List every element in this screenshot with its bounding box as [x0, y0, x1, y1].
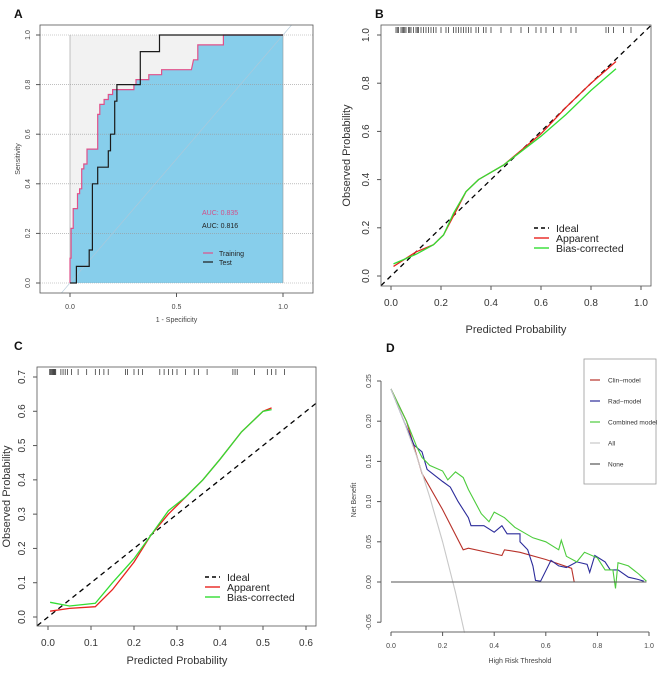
- panel-label: B: [375, 7, 384, 21]
- legend-label: Apparent: [227, 582, 270, 594]
- plot-area: [381, 25, 651, 286]
- series-line-training: [69, 34, 283, 283]
- y-tick-label: 0.4: [17, 472, 28, 486]
- legend-label: Test: [219, 260, 232, 267]
- x-tick-label: 0.4: [489, 643, 499, 650]
- x-tick-label: 0.6: [299, 638, 313, 649]
- x-tick-label: 0.8: [593, 643, 603, 650]
- panel-label: D: [386, 341, 395, 355]
- y-tick-label: 0.8: [25, 80, 32, 90]
- panel-d: D 0.0 0.2 0.4 0.6 0.8 1.0 -0.05 0.00 0.05 0.10 0.15…: [351, 341, 658, 665]
- y-tick-label: 0.2: [361, 220, 372, 234]
- x-axis-label: High Risk Threshold: [489, 658, 552, 665]
- x-tick-label: 0.5: [256, 638, 270, 649]
- legend-label: Bias-corrected: [227, 592, 295, 604]
- y-axis-label: Observed Probability: [341, 104, 353, 207]
- plot-area: [40, 25, 313, 293]
- y-tick-label: 0.0: [17, 610, 28, 624]
- panel-a: A 0.0 0.5 1.0 0.0 0.2 0.4 0.6 0.8 1.0 1 - Specific…: [14, 7, 314, 324]
- plot-area: [390, 388, 647, 633]
- y-tick-label: 0.6: [25, 129, 32, 139]
- auc-annotation: AUC: 0.816: [202, 223, 238, 230]
- x-tick-label: 1.0: [644, 643, 654, 650]
- y-tick-label: 0.6: [17, 404, 28, 418]
- x-tick-label: 0.2: [127, 638, 141, 649]
- x-tick-label: 1.0: [278, 304, 288, 311]
- plot-area: [37, 402, 316, 626]
- x-tick-label: 0.2: [438, 643, 448, 650]
- legend-label: All: [608, 441, 616, 448]
- panel-b: B 0.0 0.2 0.4 0.6 0.8 1.0 0.0 0.2 0.4 0.6 0.8 1.0 Pre…: [341, 7, 652, 336]
- x-tick-label: 0.0: [386, 643, 396, 650]
- y-axis-label: Sensitivity: [15, 143, 22, 175]
- y-tick-label: 0.5: [17, 438, 28, 452]
- series-line-bias-corrected: [393, 68, 617, 265]
- x-tick-label: 0.6: [534, 298, 548, 309]
- y-tick-label: 0.6: [361, 124, 372, 138]
- legend-label: Bias-corrected: [556, 243, 624, 255]
- x-tick-label: 0.0: [41, 638, 55, 649]
- legend-label: None: [608, 462, 624, 469]
- x-tick-label: 0.2: [434, 298, 448, 309]
- y-tick-label: 0.2: [17, 541, 28, 555]
- y-tick-label: 0.25: [366, 374, 373, 388]
- y-tick-label: 0.4: [361, 172, 372, 186]
- y-axis-label: Net Benefit: [351, 483, 358, 518]
- y-tick-label: 0.20: [366, 414, 373, 428]
- legend-label: Ideal: [556, 223, 579, 235]
- auc-annotation: AUC: 0.835: [202, 210, 238, 217]
- x-axis-label: Predicted Probability: [127, 655, 228, 667]
- y-tick-label: 0.15: [366, 454, 373, 468]
- diagonal-line: [61, 25, 292, 293]
- y-axis-label: Observed Probability: [1, 445, 13, 548]
- series-line-all: [390, 388, 466, 633]
- y-tick-label: 0.8: [361, 76, 372, 90]
- panel-label: C: [14, 339, 23, 353]
- legend-label: Training: [219, 251, 244, 258]
- x-axis-label: 1 - Specificity: [156, 317, 198, 324]
- x-tick-label: 0.8: [584, 298, 598, 309]
- series-line-bias-corrected: [49, 408, 272, 607]
- series-line-rad-model: [390, 388, 644, 582]
- x-tick-label: 0.6: [541, 643, 551, 650]
- plot-frame: [36, 366, 317, 627]
- y-tick-label: 0.0: [361, 269, 372, 283]
- y-tick-label: 0.3: [17, 507, 28, 521]
- series-line-test: [70, 34, 283, 284]
- x-tick-label: 0.1: [84, 638, 98, 649]
- x-tick-label: 0.5: [172, 304, 182, 311]
- x-tick-label: 0.0: [65, 304, 75, 311]
- y-tick-label: 0.2: [25, 228, 32, 238]
- y-tick-label: 1.0: [25, 30, 32, 40]
- x-tick-label: 0.4: [484, 298, 498, 309]
- panel-label: A: [14, 7, 23, 21]
- y-tick-label: 0.00: [366, 575, 373, 589]
- x-tick-label: 0.3: [170, 638, 184, 649]
- y-tick-label: 0.10: [366, 495, 373, 509]
- y-tick-label: -0.05: [366, 614, 373, 630]
- panel-c: C 0.0 0.1 0.2 0.3 0.4 0.5 0.6 0.0 0.1 0.2 0.3 0.4 0.5…: [1, 339, 317, 667]
- legend-label: Combined model: [608, 420, 658, 427]
- x-tick-label: 0.4: [213, 638, 227, 649]
- legend-label: Ideal: [227, 572, 250, 584]
- legend-label: Clin−model: [608, 378, 641, 385]
- y-tick-label: 1.0: [361, 28, 372, 42]
- x-tick-label: 0.0: [384, 298, 398, 309]
- y-tick-label: 0.05: [366, 535, 373, 549]
- plot-frame: [380, 24, 652, 287]
- legend-label: Rad−model: [608, 399, 642, 406]
- x-axis-label: Predicted Probability: [466, 324, 567, 336]
- series-line-combined-model: [390, 388, 647, 589]
- legend-label: Apparent: [556, 233, 599, 245]
- y-tick-label: 0.1: [17, 575, 28, 589]
- x-tick-label: 1.0: [634, 298, 648, 309]
- y-tick-label: 0.0: [25, 278, 32, 288]
- series-line-ideal: [37, 402, 316, 626]
- y-tick-label: 0.4: [25, 179, 32, 189]
- y-tick-label: 0.7: [17, 370, 28, 384]
